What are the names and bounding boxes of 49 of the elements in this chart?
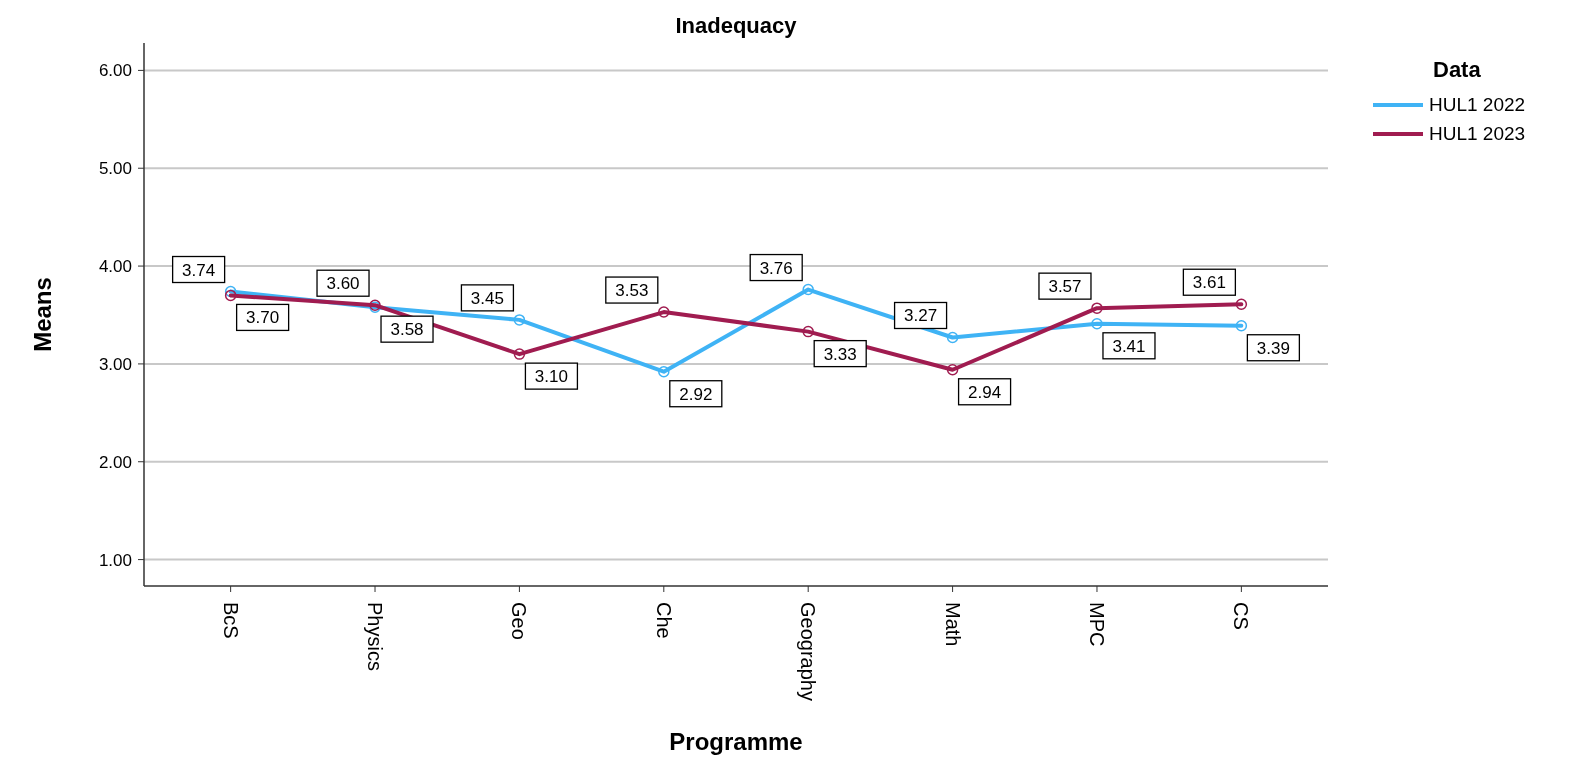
y-tick-label: 6.00	[98, 61, 132, 81]
data-label: 3.61	[1192, 273, 1226, 293]
x-tick-label: BcS	[219, 602, 242, 639]
data-label: 3.74	[182, 260, 216, 280]
point	[513, 314, 526, 326]
x-tick-label: Che	[652, 602, 675, 639]
point	[946, 364, 959, 376]
data-label: 3.58	[390, 320, 424, 340]
data-label: 3.45	[470, 288, 504, 308]
y-tick-label: 3.00	[98, 354, 132, 374]
x-tick-label: Geography	[797, 602, 820, 701]
point	[513, 348, 526, 360]
x-tick-label: CS	[1230, 602, 1253, 630]
y-tick-label: 5.00	[98, 159, 132, 179]
legend-label: HUL1 2022	[1429, 94, 1526, 115]
x-tick-label: Math	[941, 602, 964, 647]
point	[1091, 318, 1103, 330]
data-label: 3.60	[326, 274, 360, 294]
point	[224, 289, 237, 302]
data-label: 3.33	[823, 344, 857, 364]
data-label: 2.92	[679, 384, 713, 404]
data-label: 3.70	[246, 308, 280, 328]
y-tick-label: 2.00	[98, 452, 132, 472]
point	[1235, 320, 1248, 332]
legend-title: Data	[1433, 57, 1482, 82]
x-axis-title: Programme	[669, 728, 803, 755]
point	[658, 365, 670, 378]
data-label: 3.76	[759, 258, 793, 278]
y-tick-label: 1.00	[98, 550, 132, 570]
point	[802, 325, 814, 338]
y-tick-label: 4.00	[98, 257, 132, 277]
point	[946, 331, 959, 344]
data-label: 3.53	[615, 281, 649, 301]
data-label: 3.27	[904, 306, 938, 326]
data-label: 3.39	[1256, 338, 1290, 358]
data-label: 3.10	[534, 367, 568, 387]
point	[658, 306, 670, 318]
point	[1235, 298, 1248, 310]
x-tick-label: Geo	[508, 602, 531, 640]
data-label: 3.57	[1048, 277, 1082, 297]
y-axis-title: Means	[29, 277, 56, 352]
x-tick-label: Physics	[364, 602, 387, 671]
data-label: 3.41	[1112, 336, 1146, 356]
legend-label: HUL1 2023	[1429, 123, 1526, 144]
data-label: 2.94	[968, 382, 1002, 402]
point	[802, 283, 814, 296]
x-tick-label: MPC	[1085, 602, 1108, 647]
chart-title: Inadequacy	[675, 13, 798, 38]
point	[1091, 302, 1103, 314]
